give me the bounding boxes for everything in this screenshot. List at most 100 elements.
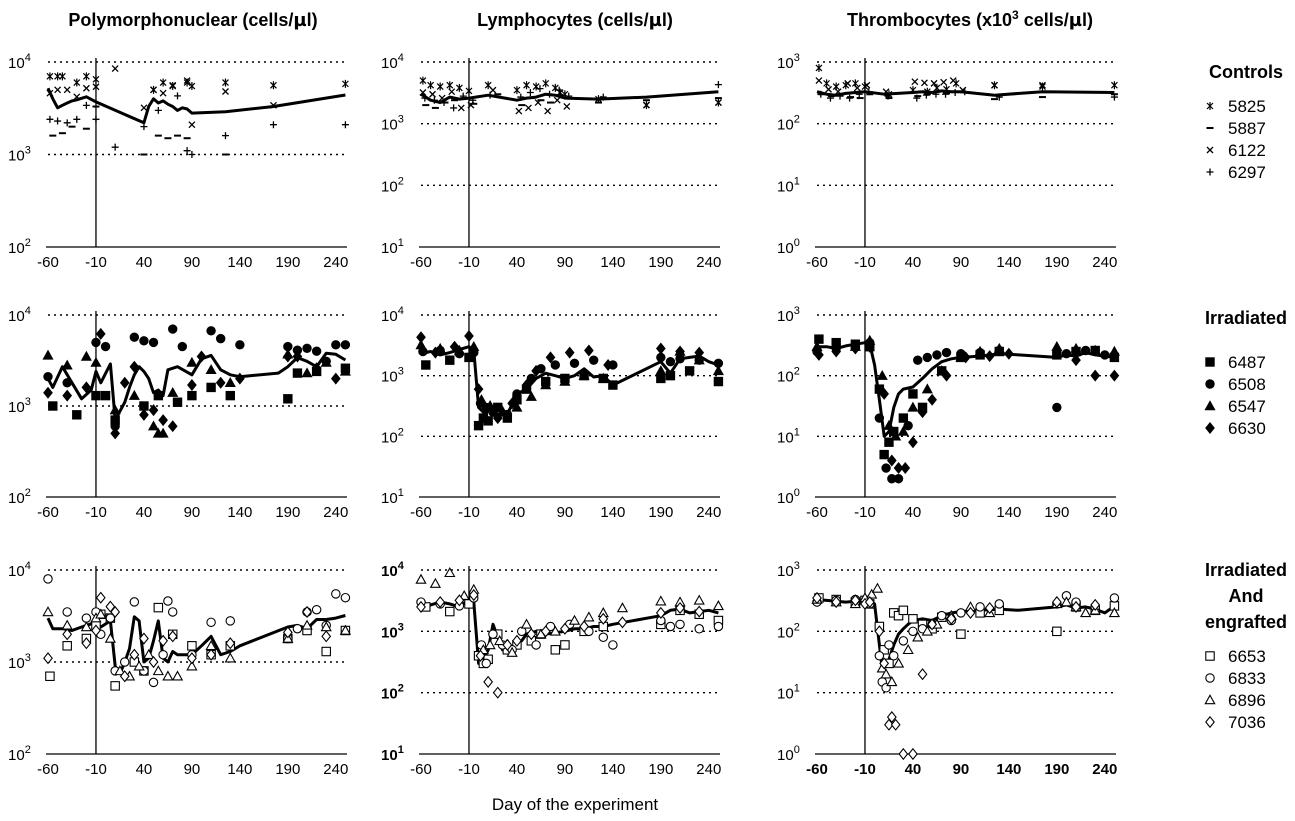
x-tick-label: -10 — [85, 254, 107, 271]
data-point — [46, 89, 54, 97]
legend-group: Irradiated And engrafted 6653 6833 6896 7036 — [1204, 560, 1287, 732]
data-point — [129, 648, 140, 661]
y-tick-label: 102 — [8, 237, 31, 257]
data-point — [455, 83, 463, 92]
x-tick-label: 40 — [509, 761, 526, 778]
data-point — [526, 373, 537, 384]
series-6297 — [421, 81, 722, 112]
data-point — [1109, 593, 1120, 603]
data-point — [58, 72, 66, 81]
data-point — [81, 613, 92, 623]
data-point — [932, 90, 940, 98]
series-5825 — [46, 72, 349, 94]
data-point — [168, 324, 178, 334]
data-point — [484, 639, 496, 650]
data-point — [888, 650, 899, 661]
data-point — [95, 591, 106, 604]
data-point — [104, 632, 116, 643]
data-point — [961, 88, 969, 96]
x-tick-label: -10 — [458, 504, 480, 521]
data-point — [665, 370, 676, 381]
x-tick-label: 90 — [953, 504, 970, 521]
x-tick-label: -60 — [37, 761, 59, 778]
y-tick-label: 103 — [777, 305, 800, 325]
y-tick-label: 101 — [381, 237, 404, 257]
data-point — [172, 397, 183, 407]
data-point — [598, 612, 609, 625]
data-point — [43, 371, 53, 382]
panel: -60 -10 40 90 140 190 240 102 103 104 — [8, 305, 351, 521]
x-axis-label: Day of the experiment — [492, 795, 659, 814]
data-point — [933, 83, 941, 92]
data-point — [492, 686, 503, 699]
series-6630 — [43, 327, 341, 440]
data-point — [206, 617, 216, 628]
data-point — [1060, 596, 1073, 607]
series-6122 — [815, 77, 1046, 96]
data-point — [825, 85, 832, 93]
x-tick-label: -10 — [854, 504, 876, 521]
data-point — [675, 601, 685, 615]
data-point — [95, 327, 106, 340]
data-point — [655, 606, 666, 619]
x-tick-label: -60 — [37, 254, 59, 271]
y-tick-label: 102 — [381, 426, 404, 446]
data-point — [339, 365, 351, 376]
legend-title: Irradiated — [1205, 560, 1287, 580]
legend-label: 6833 — [1228, 669, 1266, 688]
data-point — [133, 660, 145, 671]
panel: -60 -10 40 90 140 190 240 100 101 102 103 — [777, 305, 1120, 521]
x-tick-label: 90 — [953, 761, 970, 778]
data-point — [419, 89, 427, 96]
data-point — [153, 602, 164, 613]
data-point — [902, 643, 914, 655]
data-point — [421, 94, 429, 102]
x-tick-label: -10 — [85, 761, 107, 778]
data-point — [523, 81, 530, 90]
data-point — [1052, 402, 1062, 413]
legend-label: 5825 — [1228, 97, 1266, 116]
data-point — [993, 342, 1005, 353]
y-tick-label: 102 — [381, 683, 404, 703]
data-point — [91, 337, 101, 348]
data-point — [419, 76, 427, 85]
y-tick-label: 104 — [8, 52, 31, 72]
data-point — [119, 376, 130, 389]
legend-group: Controls 5825 5887 6122 6297 — [1206, 62, 1283, 182]
data-point — [608, 380, 618, 390]
data-point — [320, 356, 332, 367]
data-point — [912, 631, 924, 642]
data-point — [72, 410, 82, 420]
data-point — [339, 624, 352, 635]
data-point — [43, 386, 53, 399]
x-tick-label: 40 — [136, 761, 153, 778]
data-point — [215, 376, 226, 389]
data-point — [965, 606, 976, 619]
data-point — [526, 89, 534, 97]
y-tick-label: 100 — [777, 237, 800, 257]
data-point — [1038, 81, 1046, 89]
data-point — [597, 372, 609, 383]
data-point — [340, 340, 351, 350]
x-tick-label: 190 — [275, 504, 300, 521]
data-point — [481, 403, 492, 416]
x-tick-label: 190 — [648, 504, 673, 521]
data-point — [61, 619, 73, 630]
legend-marker — [1205, 651, 1215, 661]
x-tick-label: 40 — [905, 761, 922, 778]
data-point — [292, 368, 303, 378]
data-point — [311, 604, 322, 615]
data-point — [188, 82, 196, 91]
data-point — [550, 645, 561, 655]
data-point — [415, 339, 427, 350]
y-tick-label: 102 — [777, 621, 800, 641]
y-tick-label: 104 — [381, 560, 405, 580]
data-point — [158, 649, 168, 660]
series-6297 — [817, 88, 1118, 102]
data-point — [154, 106, 162, 114]
y-tick-label: 101 — [381, 487, 404, 507]
data-point — [150, 86, 157, 94]
data-point — [483, 675, 494, 688]
data-point — [311, 346, 322, 356]
